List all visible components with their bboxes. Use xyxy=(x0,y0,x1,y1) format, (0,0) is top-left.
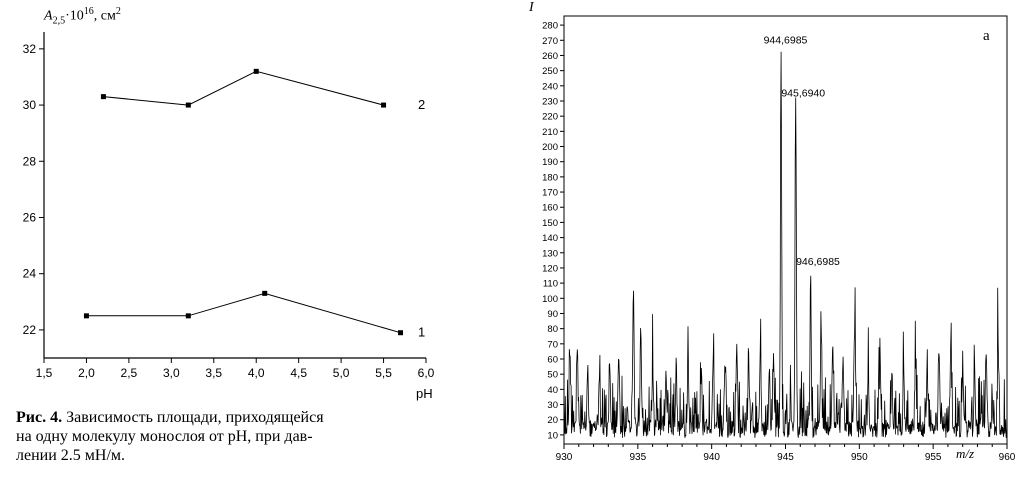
series-2-marker xyxy=(185,102,191,108)
y-tick-label: 70 xyxy=(547,339,558,350)
y-tick-label: 28 xyxy=(23,154,37,168)
figure-caption: Рис. 4. Зависимость площади, приходящейс… xyxy=(16,408,452,466)
caption-line-1: Рис. 4. Зависимость площади, приходящейс… xyxy=(16,408,452,427)
y-tick-label: 20 xyxy=(547,415,558,426)
series-2-line xyxy=(103,70,384,106)
y-tick-label: 110 xyxy=(543,279,558,290)
y-tick-label: 90 xyxy=(547,309,558,320)
y-tick-label: 210 xyxy=(542,127,558,138)
x-tick-label: 950 xyxy=(851,452,868,463)
x-tick-label: 955 xyxy=(925,452,942,463)
ph-x-axis-title: pH xyxy=(416,386,433,401)
x-tick-label: 940 xyxy=(703,452,720,463)
y-tick-label: 270 xyxy=(542,36,558,47)
y-tick-label: 140 xyxy=(542,233,558,244)
caption-line-2: на одну молекулу монослоя от pH, при дав… xyxy=(16,428,313,446)
y-tick-label: 170 xyxy=(542,188,558,199)
series-1-label: 1 xyxy=(418,325,425,340)
y-tick-label: 250 xyxy=(542,66,558,77)
y-tick-label: 150 xyxy=(542,218,558,229)
ph-y-axis-mid: ·10 xyxy=(65,8,84,24)
y-tick-label: 220 xyxy=(542,112,558,123)
y-tick-label: 260 xyxy=(542,51,558,62)
peak-label: 944,6985 xyxy=(764,34,808,46)
series-1-line xyxy=(86,292,401,334)
y-tick-label: 22 xyxy=(23,323,37,337)
ms-x-axis-title: m/z xyxy=(956,446,975,461)
y-tick-label: 40 xyxy=(547,385,558,396)
y-tick-label: 200 xyxy=(542,142,558,153)
y-tick-label: 100 xyxy=(542,294,558,305)
series-1-marker xyxy=(398,330,404,336)
y-tick-label: 240 xyxy=(542,81,558,92)
x-tick-label: 2,5 xyxy=(121,366,138,380)
y-tick-label: 180 xyxy=(542,172,558,183)
caption-text-1: Зависимость площади, приходящейся xyxy=(66,409,324,426)
x-tick-label: 3,0 xyxy=(163,366,180,380)
x-tick-label: 2,0 xyxy=(78,366,95,380)
series-2-marker xyxy=(100,94,106,100)
x-tick-label: 1,5 xyxy=(36,366,53,380)
series-2-marker xyxy=(381,102,387,108)
ph-y-axis-title: A2,5·1016, см2 xyxy=(44,6,121,26)
y-tick-label: 30 xyxy=(23,98,37,112)
y-tick-label: 32 xyxy=(23,42,37,56)
ph-y-axis-sub: 2,5 xyxy=(52,15,66,27)
ms-panel-label: а xyxy=(983,28,990,44)
ph-y-axis-unit: , см xyxy=(93,8,116,24)
y-tick-label: 230 xyxy=(542,96,558,107)
y-tick-label: 160 xyxy=(542,203,558,214)
x-tick-label: 5,0 xyxy=(333,366,350,380)
ph-y-axis-unit-sup: 2 xyxy=(115,6,121,17)
ph-y-axis-sup: 16 xyxy=(83,6,94,17)
series-1-marker xyxy=(262,290,268,296)
x-tick-label: 945 xyxy=(777,452,794,463)
y-tick-label: 30 xyxy=(547,400,558,411)
y-tick-label: 280 xyxy=(542,21,558,32)
x-tick-label: 3,5 xyxy=(205,366,222,380)
x-tick-label: 4,5 xyxy=(290,366,307,380)
x-tick-label: 4,0 xyxy=(248,366,265,380)
peak-label: 946,6985 xyxy=(796,256,840,268)
ph-y-axis-var: A xyxy=(44,8,53,24)
x-tick-label: 6,0 xyxy=(418,366,435,380)
caption-figure-label: Рис. 4. xyxy=(16,409,63,426)
y-tick-label: 120 xyxy=(542,263,558,274)
x-tick-label: 930 xyxy=(556,452,573,463)
x-tick-label: 960 xyxy=(999,452,1016,463)
y-tick-label: 60 xyxy=(547,355,558,366)
y-tick-label: 24 xyxy=(23,267,37,281)
y-tick-label: 130 xyxy=(542,248,558,259)
series-1-marker xyxy=(185,313,191,319)
series-1-marker xyxy=(83,313,89,319)
y-tick-label: 50 xyxy=(547,370,558,381)
ph-chart-svg: 22 24 26 28 30 32 1,5 2,0 2,5 3,0 3,5 4,0 4,5 5,0 5,5 6… xyxy=(23,32,435,380)
spectrum-trace xyxy=(563,51,1008,438)
y-tick-label: 26 xyxy=(23,210,37,224)
y-tick-label: 10 xyxy=(547,430,558,441)
mass-spectrum-svg: 10 20 30 40 50 60 70 80 90 100 110 120 130 140 150 160 1… xyxy=(542,15,1016,463)
ms-y-axis-title: I xyxy=(529,0,534,15)
plot-border xyxy=(563,15,1008,445)
peak-label: 945,6940 xyxy=(781,87,825,99)
series-2-label: 2 xyxy=(418,97,425,112)
x-tick-label: 5,5 xyxy=(375,366,392,380)
y-tick-label: 80 xyxy=(547,324,558,335)
caption-line-3: лении 2.5 мН/м. xyxy=(16,447,126,465)
y-tick-label: 190 xyxy=(542,157,558,168)
series-2-marker xyxy=(253,68,259,74)
x-tick-label: 935 xyxy=(629,452,646,463)
